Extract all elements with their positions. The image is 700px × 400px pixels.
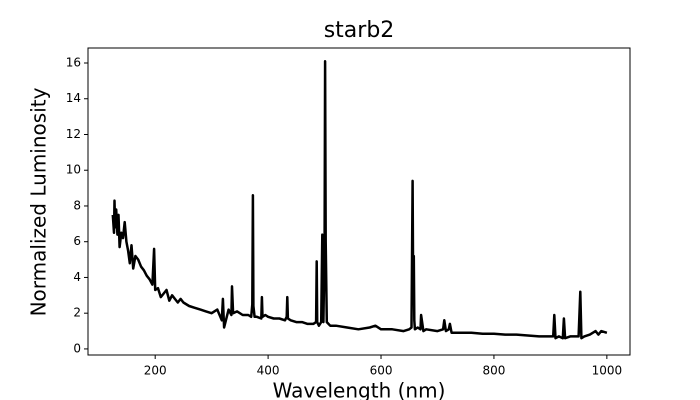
x-tick-label: 200 — [144, 364, 167, 378]
x-tick-label: 800 — [482, 364, 505, 378]
y-tick-label: 6 — [73, 234, 81, 248]
y-tick-label: 2 — [73, 306, 81, 320]
x-tick-label: 600 — [370, 364, 393, 378]
chart-title: starb2 — [324, 18, 395, 43]
y-tick-label: 0 — [73, 341, 81, 355]
y-tick-label: 10 — [66, 163, 81, 177]
y-tick-label: 16 — [66, 56, 81, 70]
y-tick-label: 14 — [66, 91, 81, 105]
x-tick-label: 1000 — [592, 364, 623, 378]
x-axis-label: Wavelength (nm) — [273, 379, 446, 400]
y-tick-label: 12 — [66, 127, 81, 141]
spectrum-line — [111, 59, 608, 340]
x-tick-label: 400 — [257, 364, 280, 378]
y-axis-label: Normalized Luminosity — [27, 87, 51, 316]
y-tick-label: 4 — [73, 270, 81, 284]
plot-frame — [87, 47, 631, 356]
y-tick-label: 8 — [73, 198, 81, 212]
